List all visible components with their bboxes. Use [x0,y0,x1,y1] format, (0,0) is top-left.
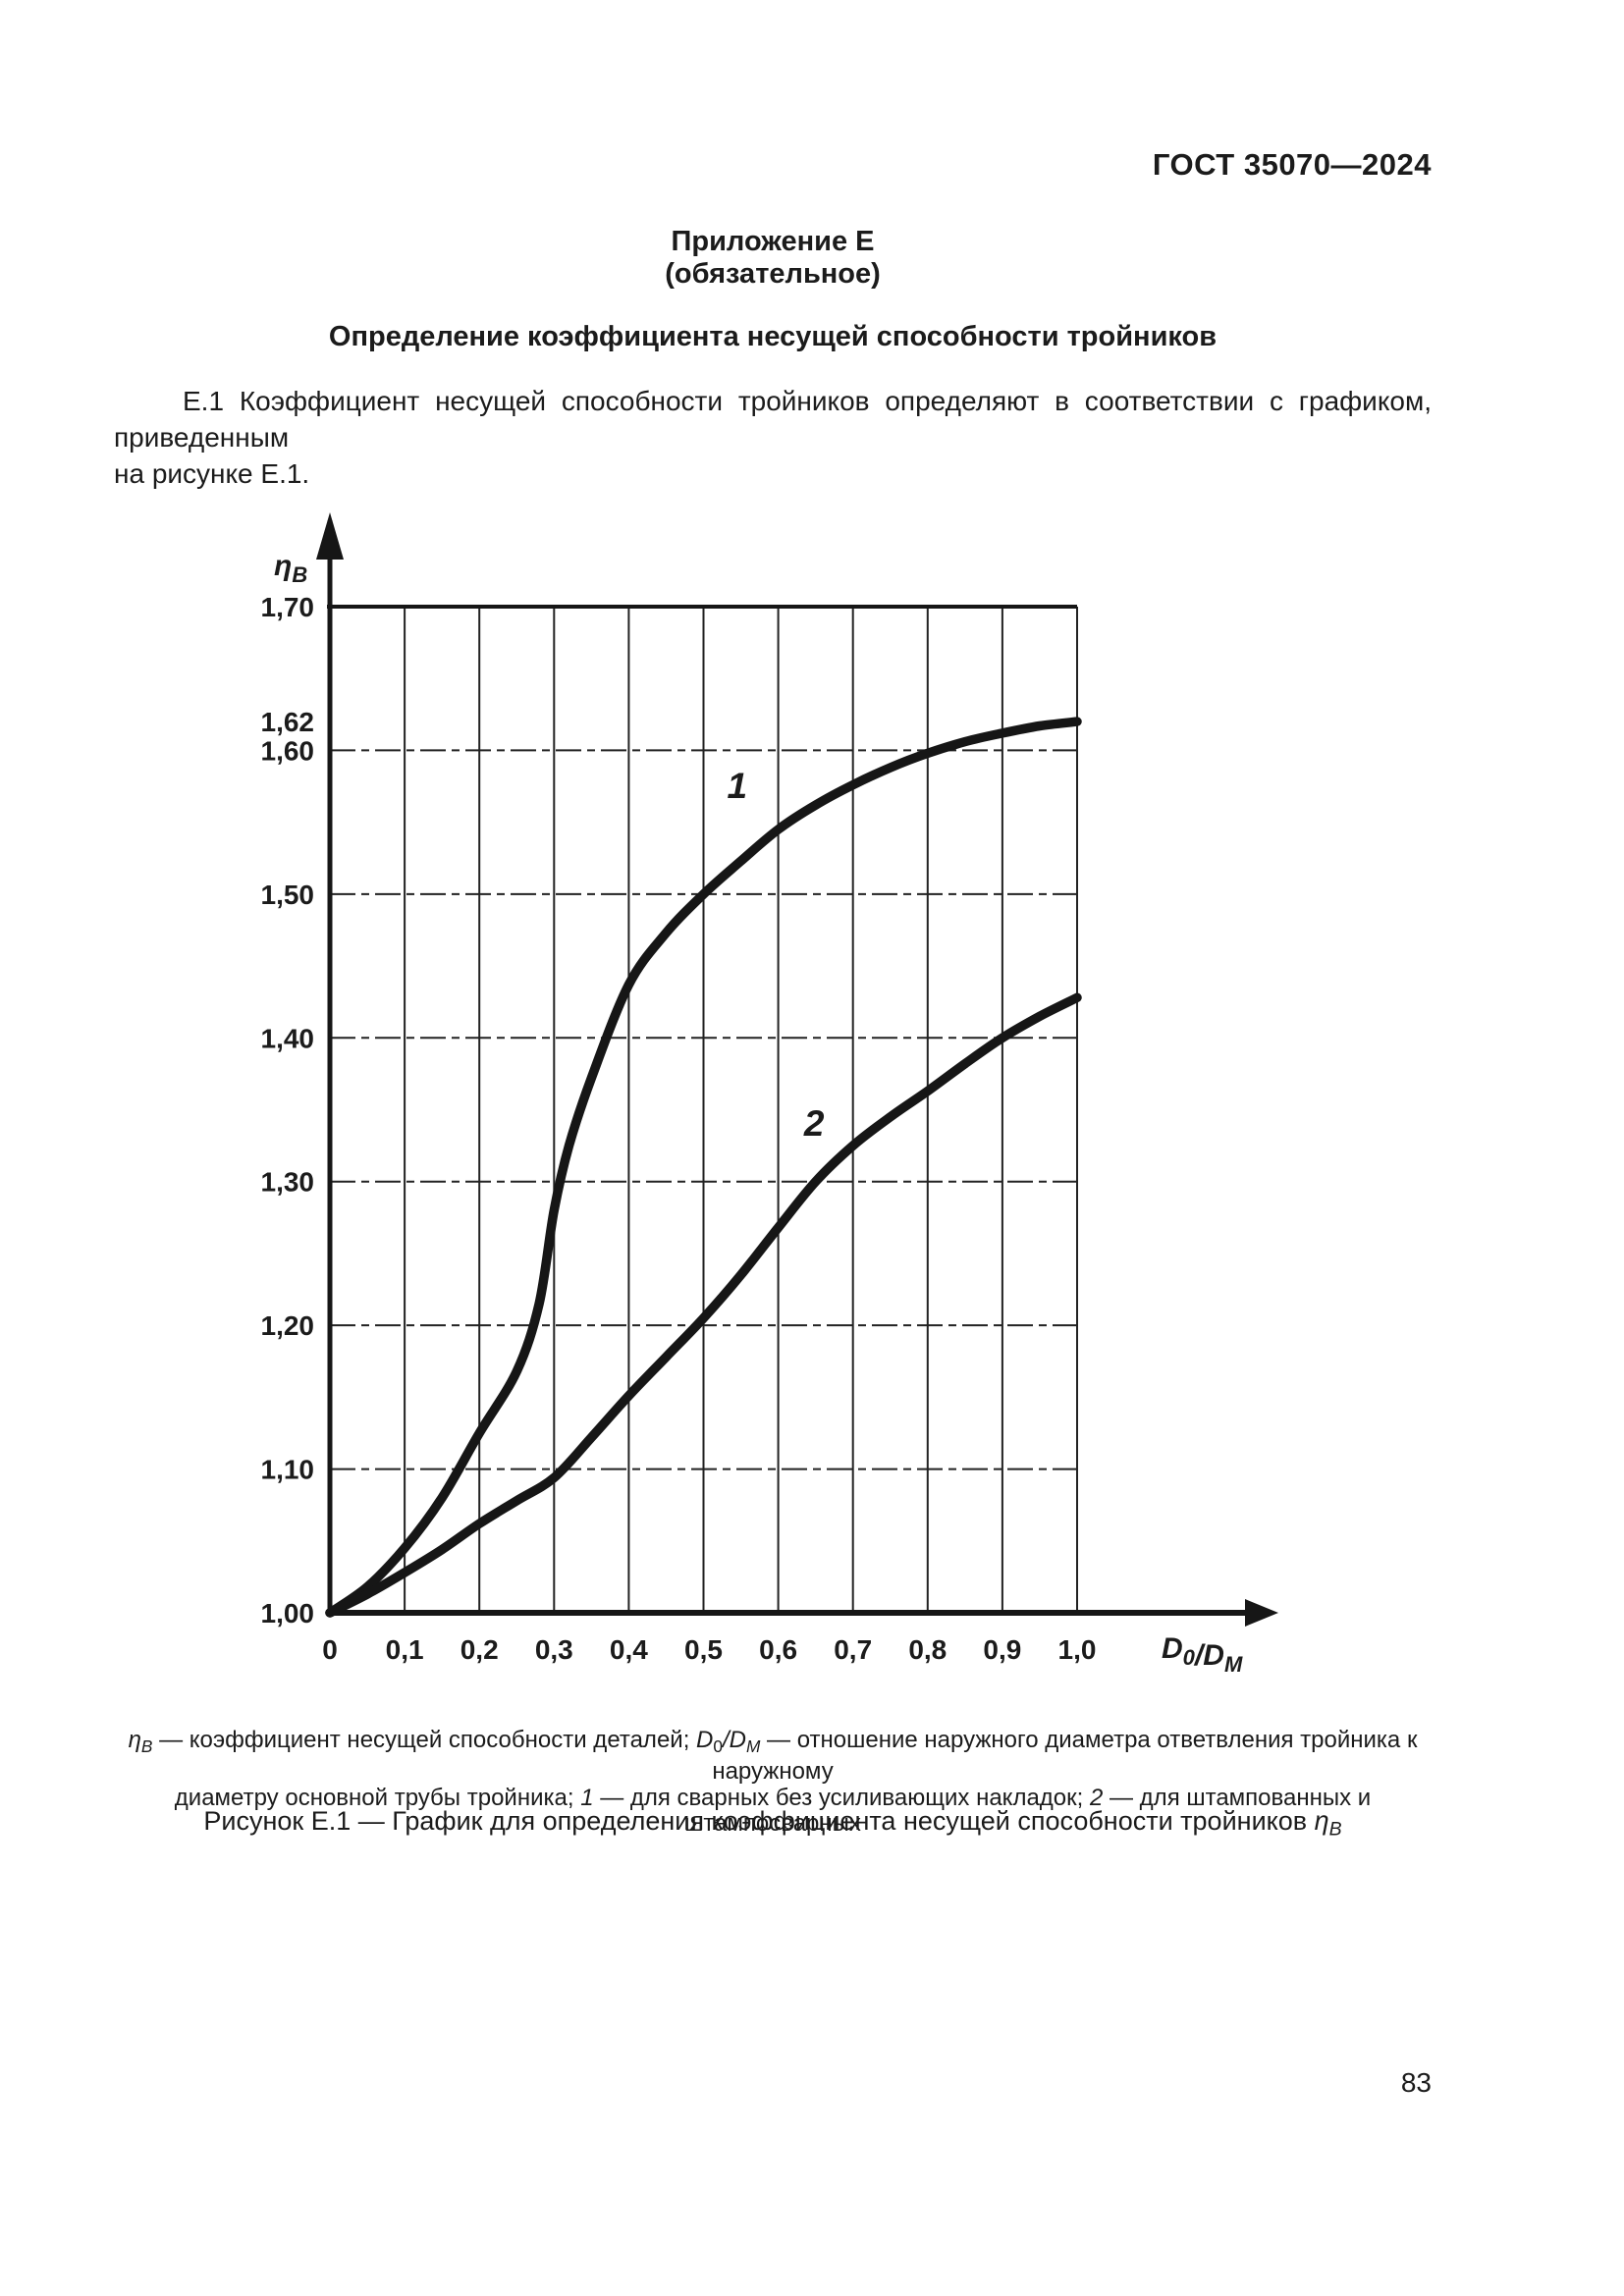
y-axis-arrow-icon [316,512,344,560]
text-segment: 0 [713,1735,723,1756]
text-segment: M [746,1735,761,1756]
text-segment: — коэффициент несущей способности детале… [152,1727,697,1753]
x-tick-label: 0,8 [908,1634,947,1665]
x-axis-arrow-icon [1245,1599,1278,1627]
x-tick-label: 0,3 [535,1634,573,1665]
text-segment: — для сварных без усиливающих накладок; [593,1784,1090,1811]
text-segment: / [722,1727,730,1753]
x-tick-label: 0,6 [759,1634,797,1665]
appendix-title: Определение коэффициента несущей способн… [328,321,1218,352]
text-segment: 2 [1089,1784,1104,1811]
body-paragraph-line2: на рисунке Е.1. [114,458,310,489]
y-tick-label: 1,50 [261,880,315,910]
y-tick-label: 1,20 [261,1310,315,1341]
body-paragraph-line1: Е.1 Коэффициент несущей способности трой… [114,386,1432,453]
x-tick-label: 1,0 [1058,1634,1097,1665]
figure-key-line1: ηB — коэффициент несущей способности дет… [114,1727,1432,1786]
y-tick-label: 1,60 [261,735,315,766]
text-segment: η [128,1727,141,1753]
text-segment: η [1314,1806,1329,1836]
x-axis-title: D0/DM [1162,1632,1243,1677]
x-tick-label: 0,2 [460,1634,499,1665]
text-segment: B [140,1735,153,1756]
page-number: 83 [1400,2067,1432,2098]
text-segment: диаметру основной трубы тройника; [174,1784,581,1811]
text-segment: D [696,1727,714,1753]
x-tick-label: 0,4 [610,1634,648,1665]
text-segment: — для штампованных и штампосварных [684,1784,1372,1838]
y-axis-title: ηB [274,550,307,587]
curve-1-label: 1 [727,766,747,806]
standard-code-header: ГОСТ 35070—2024 [1152,147,1432,182]
text-segment: Рисунок Е.1 — График для определения коэ… [203,1806,1315,1836]
x-tick-label: 0,9 [983,1634,1021,1665]
x-tick-label: 0,1 [386,1634,424,1665]
text-segment: — отношение наружного диаметра ответвлен… [712,1727,1418,1786]
text-segment: 1 [580,1784,594,1811]
x-tick-label: 0 [322,1634,338,1665]
y-tick-label: 1,10 [261,1455,315,1485]
figure-key-line2: диаметру основной трубы тройника; 1 — дл… [114,1784,1432,1838]
curve-2-label: 2 [803,1103,825,1144]
appendix-obligation: (обязательное) [665,258,881,290]
y-tick-label-extra: 1,62 [261,707,315,737]
x-tick-label: 0,7 [834,1634,872,1665]
body-paragraph: Е.1 Коэффициент несущей способности трой… [114,383,1432,492]
y-tick-label: 1,30 [261,1167,315,1198]
curve-1 [325,717,1082,1618]
figure-e1-caption: Рисунок Е.1 — График для определения коэ… [114,1806,1432,1841]
figure-e1-chart: 1 2 1,00 1,10 1,20 1,30 1,40 1,50 1,60 1,70 1,62 0 0… [261,512,1278,1677]
y-tick-label: 1,00 [261,1598,315,1629]
appendix-label: Приложение Е [671,226,875,257]
figure-e1-key-caption: ηB — коэффициент несущей способности дет… [114,1727,1432,1838]
y-tick-label: 1,70 [261,592,315,622]
text-segment: D [729,1727,746,1753]
x-tick-label: 0,5 [684,1634,723,1665]
curve-2 [325,992,1082,1618]
text-segment: B [1328,1818,1342,1841]
y-tick-label: 1,40 [261,1023,315,1053]
